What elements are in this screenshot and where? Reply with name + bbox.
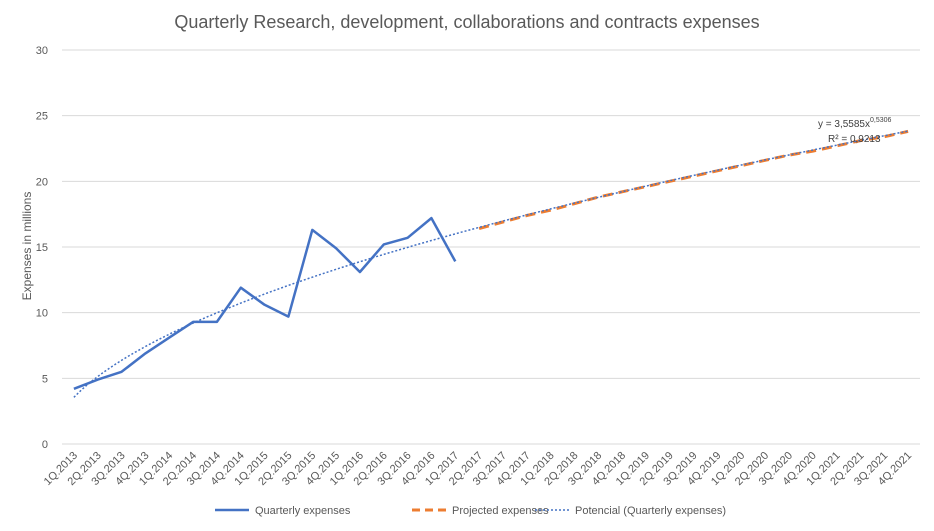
- y-tick-label: 25: [36, 111, 48, 123]
- grid-layer: [62, 49, 920, 445]
- y-tick-label: 0: [42, 439, 48, 451]
- legend-label-1: Projected expenses: [452, 505, 549, 517]
- series-line-1: [478, 129, 909, 231]
- trend-equation-exponent: 0,5306: [870, 117, 892, 124]
- x-tick-labels: 1Q.20132Q.20133Q.20134Q.20131Q.20142Q.20…: [42, 450, 914, 488]
- legend: Quarterly expenses Projected expenses Pote…: [215, 505, 726, 517]
- y-tick-label: 10: [36, 308, 48, 320]
- trend-r-squared: R² = 0,9213: [828, 134, 881, 145]
- y-tick-label: 15: [36, 242, 48, 254]
- series-line-2: [73, 130, 909, 398]
- series-layer: [73, 129, 909, 398]
- legend-label-2: Potencial (Quarterly expenses): [575, 505, 726, 517]
- y-tick-label: 30: [36, 45, 48, 57]
- y-axis-label: Expenses in millions: [20, 192, 34, 301]
- y-tick-labels: 0 5 10 15 20 25 30: [36, 45, 48, 451]
- trend-equation-base: y = 3,5585x: [818, 119, 870, 130]
- chart-title: Quarterly Research, development, collabo…: [174, 12, 759, 32]
- y-tick-label: 20: [36, 176, 48, 188]
- series-line-0: [73, 216, 457, 390]
- y-tick-label: 5: [42, 373, 48, 385]
- legend-label-0: Quarterly expenses: [255, 505, 351, 517]
- trend-equation: y = 3,5585x0,5306: [818, 117, 892, 130]
